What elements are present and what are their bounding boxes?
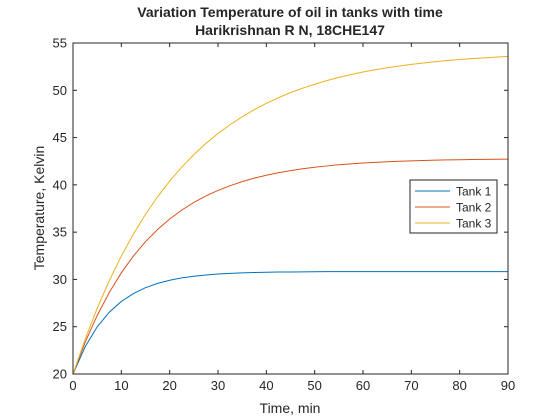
x-tick-label: 10	[114, 378, 128, 393]
legend-label-1: Tank 1	[456, 185, 492, 199]
series-line-3	[72, 55, 509, 375]
x-tick-label: 0	[69, 378, 76, 393]
series-line-2	[72, 158, 509, 375]
y-tick-label: 35	[53, 225, 67, 240]
x-tick-label: 60	[356, 378, 370, 393]
y-tick-label: 55	[53, 36, 67, 51]
axes-layer: 0 10 20 30 40 50 60 70 80 90 20 25 30 35 40 45 50 55	[53, 36, 516, 394]
x-tick-label: 20	[162, 378, 176, 393]
x-tick-label: 70	[404, 378, 418, 393]
series-line-1	[72, 271, 508, 375]
legend: Tank 1 Tank 2 Tank 3	[409, 179, 498, 234]
y-tick-label: 20	[53, 367, 67, 382]
y-tick-label: 45	[53, 130, 67, 145]
x-tick-label: 30	[211, 378, 225, 393]
x-tick-label: 90	[501, 378, 515, 393]
x-axis-label: Time, min	[260, 400, 321, 416]
legend-label-2: Tank 2	[456, 201, 492, 215]
y-tick-label: 50	[53, 83, 67, 98]
y-tick-label: 30	[53, 272, 67, 287]
legend-label-3: Tank 3	[456, 217, 492, 231]
y-tick-label: 40	[53, 177, 67, 192]
chart-title-line-2: Harikrishnan R N, 18CHE147	[195, 22, 385, 38]
chart-title-line-1: Variation Temperature of oil in tanks wi…	[137, 4, 443, 20]
series-layer	[72, 55, 509, 375]
axes-box	[72, 42, 509, 375]
x-tick-label: 40	[259, 378, 273, 393]
y-tick-label: 25	[53, 319, 67, 334]
x-tick-label: 80	[452, 378, 466, 393]
x-tick-label: 50	[307, 378, 321, 393]
y-axis-label: Temperature, Kelvin	[31, 146, 47, 271]
